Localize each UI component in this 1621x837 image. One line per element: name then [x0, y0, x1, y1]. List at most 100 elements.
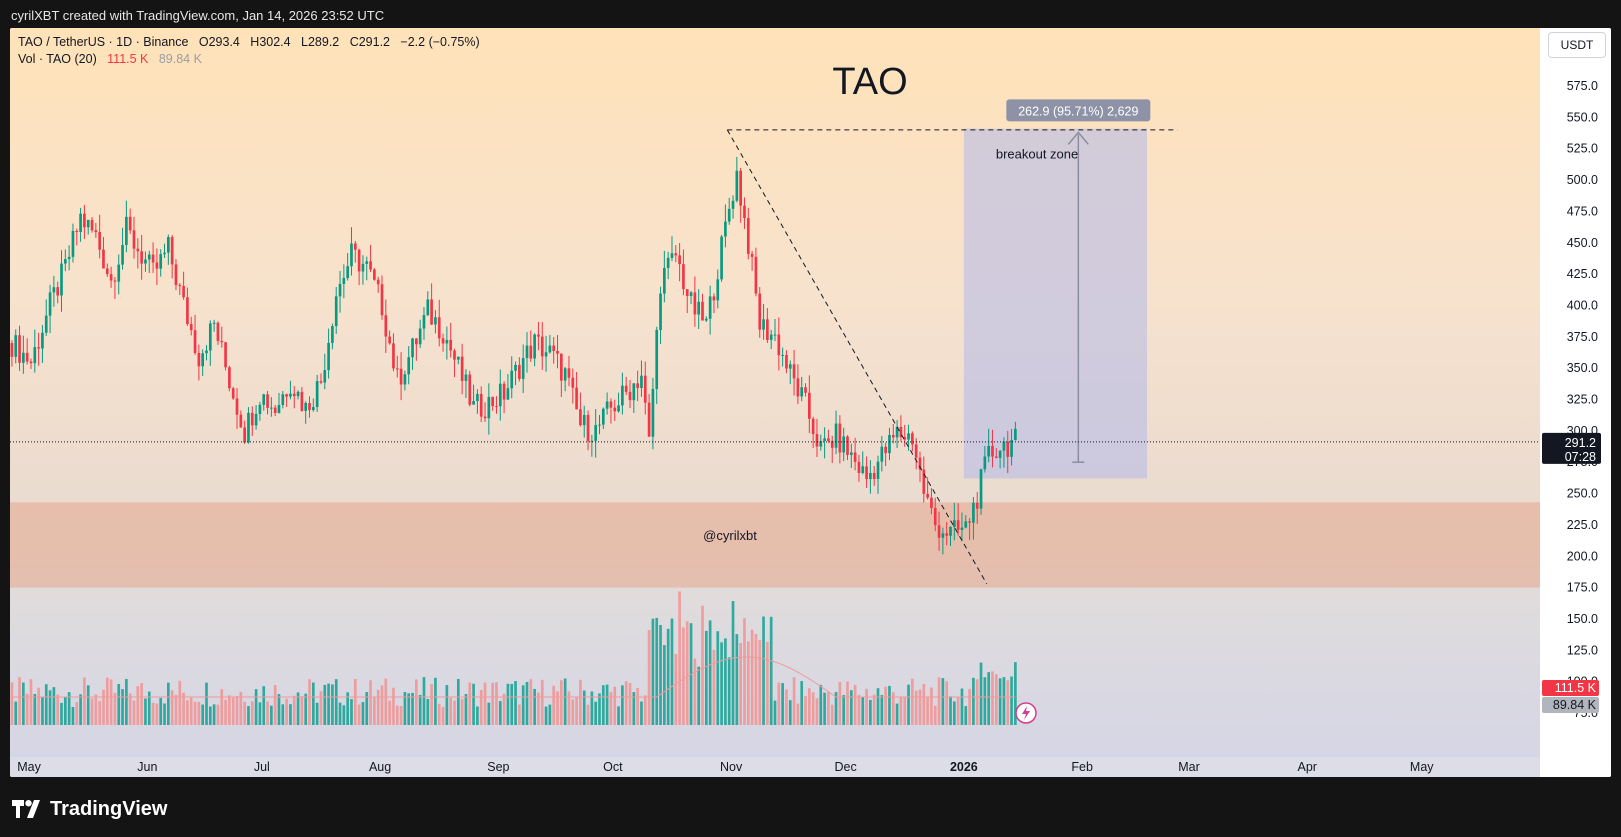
volume-bar: [510, 683, 514, 725]
candle-body: [52, 287, 56, 293]
breakout-zone[interactable]: [963, 128, 1148, 479]
volume-bar: [724, 638, 727, 725]
volume-bar: [22, 682, 25, 725]
x-tick-label: Dec: [834, 760, 856, 774]
lightning-glyph: [1022, 706, 1030, 720]
candle-body: [495, 406, 498, 408]
volume-bar: [163, 703, 166, 725]
candle-body: [483, 416, 487, 419]
volume-bar: [117, 683, 121, 725]
volume-bar: [277, 694, 281, 725]
volume-bar: [201, 704, 205, 725]
volume-bar: [750, 629, 754, 725]
attribution-text: cyrilXBT created with TradingView.com, J…: [11, 8, 385, 23]
candle-body: [1010, 440, 1013, 457]
volume-bar: [52, 687, 56, 725]
candle-body: [311, 407, 315, 411]
volume-bar: [243, 701, 246, 725]
volume-bar: [544, 706, 548, 725]
candle-body: [773, 334, 777, 336]
x-tick-label: May: [1410, 760, 1434, 774]
volume-bar: [1006, 680, 1010, 725]
volume-bar: [651, 618, 655, 725]
volume-bar: [693, 658, 697, 725]
volume-bar: [903, 696, 907, 725]
tradingview-logo-icon: [12, 800, 40, 818]
volume-bar: [128, 693, 132, 725]
volume-bar: [991, 671, 994, 725]
volume-bar: [937, 677, 941, 725]
volume-bar: [1010, 676, 1013, 725]
y-tick-label: 175.0: [1567, 581, 1598, 595]
x-tick-label: Feb: [1071, 760, 1093, 774]
candle-body: [441, 338, 445, 344]
candle-body: [949, 526, 952, 536]
candle-body: [933, 507, 937, 526]
volume-bar: [380, 685, 384, 725]
candle-body: [788, 364, 792, 369]
volume-bar: [205, 682, 208, 725]
breakout-zone-label: breakout zone: [996, 147, 1078, 162]
open-value: O293.4: [198, 35, 240, 49]
candle-body: [823, 438, 826, 441]
volume-bar: [189, 697, 193, 725]
volume-bar: [788, 700, 792, 725]
volume-bar: [621, 685, 624, 725]
candle-body: [334, 296, 338, 327]
downtrend-line[interactable]: [726, 129, 988, 585]
volume-bar: [769, 616, 773, 725]
volume-bar: [415, 679, 418, 725]
volume-bar: [25, 693, 29, 725]
volume-bar: [228, 695, 231, 725]
chart-title: TAO: [832, 61, 907, 103]
chart-frame[interactable]: breakout zone TAO @cyrilxbt 262.9 (95.71%) …: [10, 28, 1611, 777]
candle-body: [170, 237, 174, 265]
currency-button[interactable]: USDT: [1548, 32, 1606, 58]
volume-bar: [311, 682, 315, 725]
volume-bar: [208, 706, 212, 725]
price-chart[interactable]: breakout zone TAO @cyrilxbt 262.9 (95.71%) …: [10, 28, 1611, 777]
candle-body: [701, 301, 704, 321]
volume-bar: [586, 704, 590, 725]
candle-body: [1006, 441, 1010, 457]
volume-bar: [666, 628, 670, 725]
candle-body: [842, 436, 846, 453]
volume-bar: [365, 692, 369, 725]
candle-body: [33, 347, 37, 364]
volume-label[interactable]: Vol · TAO (20): [18, 52, 97, 66]
volume-bar: [647, 630, 651, 725]
candle-body: [56, 287, 60, 296]
candle-body: [292, 393, 296, 397]
volume-bar: [319, 691, 323, 725]
candle-body: [208, 323, 212, 351]
candle-body: [228, 367, 231, 389]
tradingview-logo[interactable]: TradingView: [12, 794, 167, 824]
candle-body: [720, 236, 723, 280]
candle-body: [937, 525, 941, 538]
candle-body: [647, 402, 651, 437]
ohlc-row: TAO / TetherUS · 1D · Binance O293.4 H30…: [18, 34, 480, 51]
volume-bar: [785, 689, 788, 725]
candle-body: [144, 259, 147, 264]
candle-body: [567, 368, 571, 378]
support-zone[interactable]: [10, 502, 1540, 588]
symbol-label[interactable]: TAO / TetherUS · 1D · Binance: [18, 35, 189, 49]
volume-bar: [556, 691, 559, 725]
candle-body: [285, 394, 288, 397]
volume-bar: [579, 679, 582, 725]
volume-bar: [830, 704, 834, 725]
candle-body: [201, 353, 205, 367]
volume-bar: [746, 641, 750, 725]
volume-bar: [796, 703, 800, 725]
candle-body: [994, 456, 998, 458]
volume-bar: [663, 645, 666, 725]
volume-bar: [849, 690, 853, 725]
volume-bar: [613, 686, 617, 725]
candle-body: [975, 502, 979, 509]
candle-body: [762, 319, 765, 330]
volume-bar: [342, 705, 346, 725]
volume-bar: [926, 697, 929, 725]
volume-bar: [720, 642, 723, 725]
candle-body: [716, 279, 720, 301]
candle-body: [445, 339, 449, 344]
